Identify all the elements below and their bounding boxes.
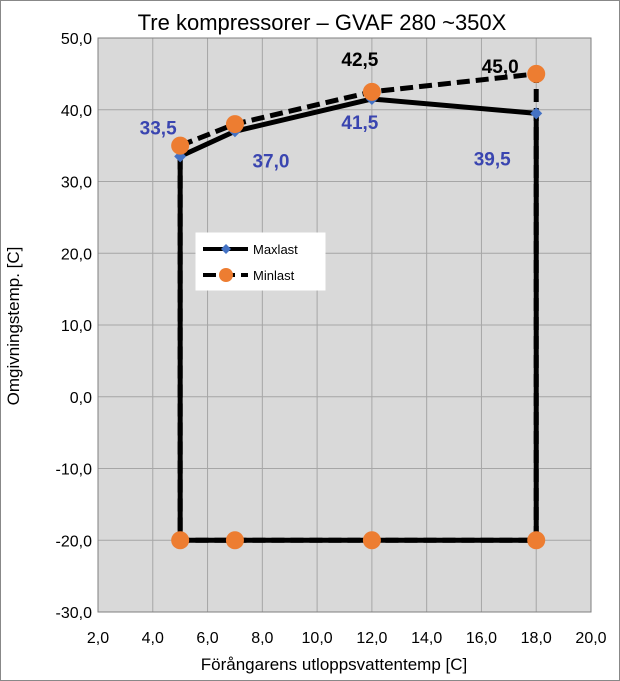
y-tick-label: -10,0	[56, 462, 93, 479]
y-tick-label: 40,0	[61, 103, 92, 120]
y-tick-labels: -30,0 -20,0 -10,0 0,0 10,0 20,0 30,0 40,0 50,0	[56, 31, 93, 622]
data-labels: 33,5 37,0 41,5 39,5 42,5 45,0	[140, 50, 519, 172]
series-line-minlast	[177, 71, 539, 543]
chart-title: Tre kompressorer – GVAF 280 ~350X	[138, 10, 507, 35]
data-label: 42,5	[341, 50, 378, 71]
x-axis-title: Förångarens utloppsvattentemp [C]	[201, 655, 467, 674]
data-point-minlast	[527, 64, 546, 83]
y-tick-label: -20,0	[56, 533, 93, 550]
y-tick-label: 30,0	[61, 175, 92, 192]
data-point-minlast	[362, 82, 381, 101]
y-tick-label: -30,0	[56, 605, 93, 622]
data-point-maxlast	[530, 107, 543, 120]
data-label: 39,5	[474, 149, 511, 170]
legend-box	[195, 232, 326, 291]
legend-label: Minlast	[253, 268, 295, 283]
x-tick-label: 4,0	[142, 630, 164, 647]
y-tick-label: 50,0	[61, 31, 92, 48]
data-point-minlast	[225, 531, 244, 550]
legend: Maxlast Minlast	[195, 232, 326, 291]
data-label: 41,5	[341, 113, 378, 134]
data-label: 37,0	[252, 151, 289, 172]
series-markers	[171, 64, 546, 550]
x-tick-label: 14,0	[411, 630, 442, 647]
y-tick-label: 20,0	[61, 246, 92, 263]
plot-border	[97, 37, 592, 613]
data-label: 45,0	[482, 57, 519, 78]
x-tick-label: 2,0	[87, 630, 109, 647]
data-point-minlast	[362, 531, 381, 550]
x-tick-labels: 2,0 4,0 6,0 8,0 10,0 12,0 14,0 16,0 18,0 20,0	[87, 630, 607, 647]
x-tick-label: 6,0	[196, 630, 218, 647]
legend-marker-minlast	[219, 268, 233, 282]
y-axis-title: Omgivningstemp. [C]	[4, 247, 23, 406]
x-tick-label: 12,0	[356, 630, 387, 647]
data-point-minlast	[171, 531, 190, 550]
gridlines	[97, 37, 592, 613]
x-tick-label: 18,0	[521, 630, 552, 647]
x-tick-label: 8,0	[251, 630, 273, 647]
legend-label: Maxlast	[253, 242, 298, 257]
data-point-minlast	[527, 531, 546, 550]
legend-marker-maxlast	[221, 244, 231, 254]
data-point-minlast	[225, 115, 244, 134]
y-tick-label: 10,0	[61, 318, 92, 335]
x-tick-label: 10,0	[302, 630, 333, 647]
data-label: 33,5	[140, 118, 177, 139]
data-point-minlast	[171, 136, 190, 155]
y-tick-label: 0,0	[70, 390, 92, 407]
x-tick-label: 20,0	[575, 630, 606, 647]
x-tick-label: 16,0	[466, 630, 497, 647]
